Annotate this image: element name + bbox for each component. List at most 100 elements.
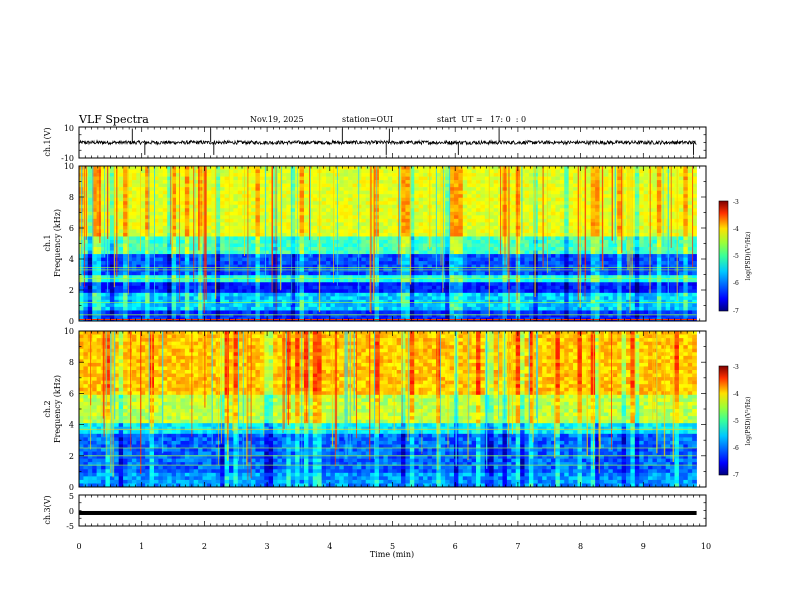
spectrogram-cell	[286, 225, 292, 230]
spectrogram-cell	[431, 239, 437, 244]
spectrogram-cell	[436, 292, 442, 297]
spectrogram-cell	[312, 296, 318, 301]
spectrogram-cell	[476, 215, 481, 220]
spectrogram-cell	[409, 239, 415, 244]
spectrogram-cell	[356, 299, 362, 304]
spectrogram-cell	[528, 197, 534, 202]
spectrogram-cell	[180, 275, 186, 280]
spectrogram-cell	[453, 194, 459, 198]
spectrogram-cell	[524, 190, 530, 195]
spectrogram-cell	[273, 285, 278, 290]
spectrogram-cell	[476, 261, 481, 265]
spectrogram-cell	[458, 197, 464, 202]
spectrogram-cell	[537, 232, 543, 237]
spectrogram-cell	[180, 257, 186, 262]
spectrogram-cell	[140, 166, 146, 170]
spectrogram-cell	[361, 232, 367, 237]
spectrogram-cell	[131, 275, 137, 280]
spectrogram-cell	[498, 289, 503, 294]
spectrogram-cell	[480, 232, 486, 237]
spectrogram-cell	[528, 275, 534, 280]
spectrogram-cell	[502, 306, 508, 311]
spectrogram-cell	[498, 271, 503, 276]
spectrogram-cell	[268, 313, 274, 318]
spectrogram-cell	[277, 194, 283, 198]
spectrogram-cell	[127, 310, 133, 315]
spectrogram-cell	[427, 289, 433, 294]
ch1-waveform-panel: 10 -10 ch.1(V)	[43, 124, 707, 163]
spectrogram-cell	[176, 204, 181, 209]
spectrogram-cell	[224, 306, 230, 311]
spectrogram-cell	[259, 176, 265, 181]
spectrogram-cell	[101, 215, 106, 220]
spectrogram-cell	[180, 250, 186, 255]
spectrogram-cell	[303, 173, 309, 177]
spectrogram-cell	[511, 306, 517, 311]
spectrogram-cell	[198, 264, 203, 269]
spectrogram-cell	[87, 204, 93, 209]
spectrogram-cell	[92, 187, 97, 191]
spectrogram-cell	[184, 306, 190, 311]
spectrogram-cell	[242, 313, 247, 318]
spectrogram-cell	[348, 282, 353, 287]
spectrogram-cell	[365, 275, 371, 280]
spectrogram-cell	[118, 197, 124, 202]
spectrogram-cell	[405, 239, 411, 244]
spectrogram-cell	[511, 292, 517, 297]
spectrogram-cell	[515, 254, 521, 258]
spectrogram-cell	[449, 254, 455, 258]
spectrogram-cell	[109, 275, 115, 280]
spectrogram-cell	[251, 247, 256, 251]
spectrogram-cell	[436, 166, 442, 170]
spectrogram-cell	[237, 197, 243, 202]
spectrogram-cell	[423, 247, 428, 251]
spectrogram-cell	[405, 176, 411, 181]
spectrogram-cell	[378, 173, 384, 177]
spectrogram-cell	[228, 225, 234, 230]
spectrogram-cell	[273, 275, 278, 280]
spectrogram-cell	[520, 239, 525, 244]
spectrogram-cell	[198, 201, 203, 206]
spectrogram-cell	[268, 204, 274, 209]
spectrogram-cell	[255, 180, 261, 184]
spectrogram-cell	[101, 278, 106, 283]
spectrogram-cell	[109, 250, 115, 255]
spectrogram-cell	[180, 264, 186, 269]
spectrogram-cell	[401, 303, 406, 308]
spectrogram-cell	[431, 222, 437, 227]
spectrogram-cell	[131, 194, 137, 198]
spectrogram-cell	[378, 278, 384, 283]
spectrogram-cell	[551, 296, 556, 301]
spectrogram-cell	[264, 166, 269, 170]
spectrogram-cell	[268, 257, 274, 262]
spectrogram-cell	[206, 232, 212, 237]
spectrogram-cell	[149, 190, 155, 195]
spectrogram-cell	[392, 222, 397, 227]
spectrogram-cell	[330, 236, 336, 241]
spectrogram-cell	[480, 222, 486, 227]
spectrogram-cell	[193, 208, 199, 213]
spectrogram-cell	[431, 236, 437, 241]
spectrogram-cell	[546, 190, 552, 195]
spectrogram-cell	[462, 275, 468, 280]
spectrogram-cell	[462, 232, 468, 237]
spectrogram-cell	[109, 211, 115, 216]
spectrogram-cell	[524, 236, 530, 241]
spectrogram-cell	[118, 257, 124, 262]
spectrogram-cell	[520, 306, 525, 311]
spectrogram-cell	[551, 239, 556, 244]
spectrogram-cell	[136, 292, 142, 297]
spectrogram-cell	[176, 201, 181, 206]
spectrogram-cell	[471, 278, 477, 283]
spectrogram-cell	[546, 187, 552, 191]
spectrogram-cell	[184, 296, 190, 301]
spectrogram-cell	[162, 197, 168, 202]
spectrogram-cell	[237, 264, 243, 269]
spectrogram-cell	[290, 239, 296, 244]
spectrogram-cell	[87, 194, 93, 198]
spectrogram-cell	[343, 187, 349, 191]
spectrogram-cell	[233, 250, 239, 255]
spectrogram-cell	[418, 303, 424, 308]
spectrogram-cell	[242, 282, 247, 287]
spectrogram-cell	[140, 169, 146, 174]
